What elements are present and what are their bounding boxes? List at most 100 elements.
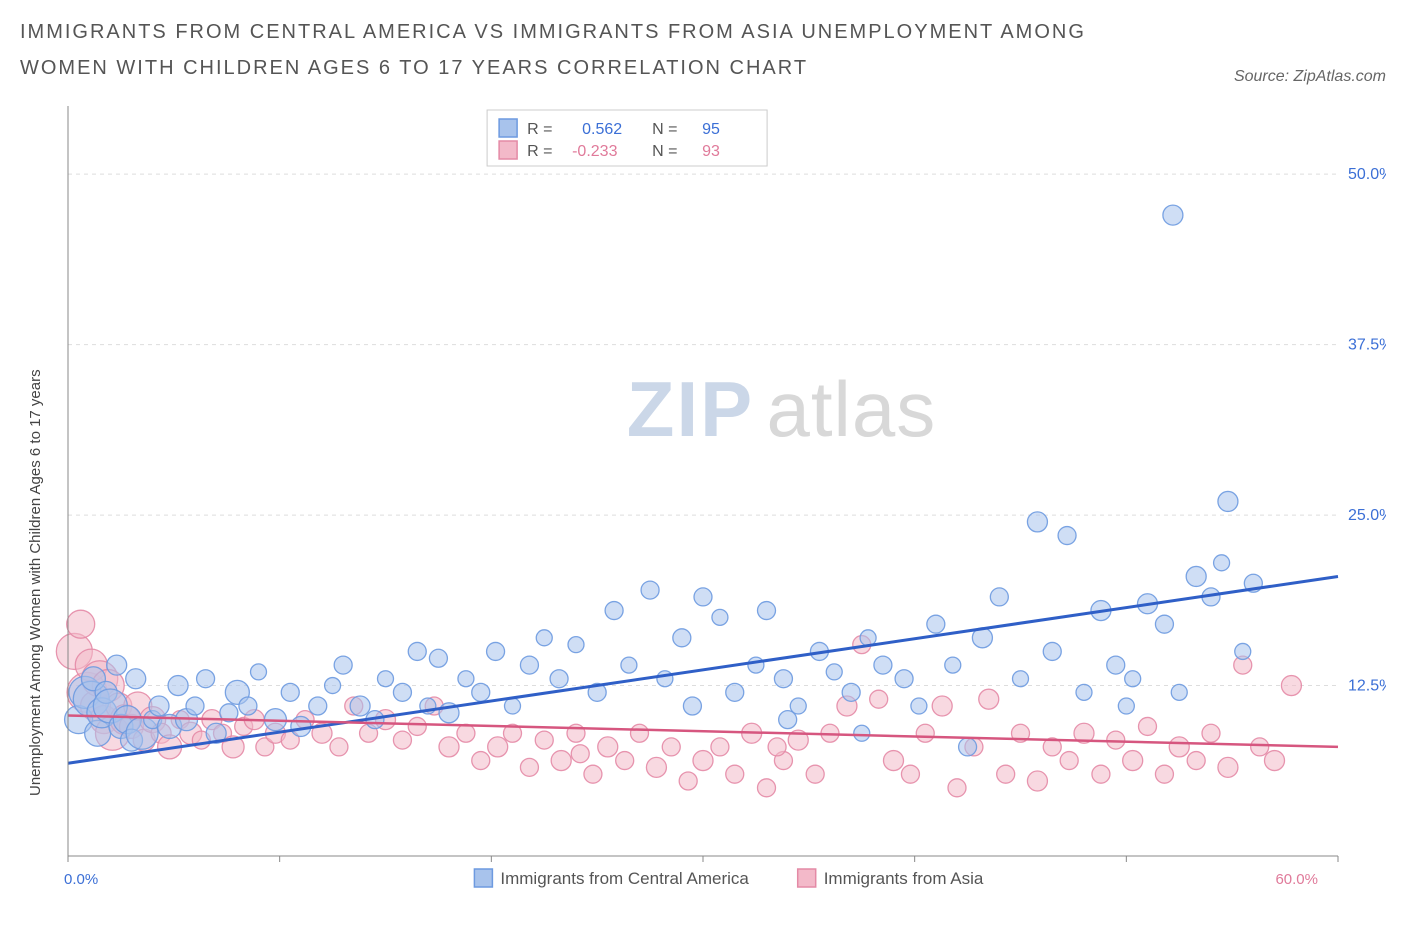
- scatter-point-blue: [673, 629, 691, 647]
- bottom-legend-label: Immigrants from Central America: [500, 869, 749, 888]
- x-min-label: 0.0%: [64, 871, 98, 888]
- scatter-point-pink: [631, 724, 649, 742]
- scatter-point-pink: [1251, 738, 1269, 756]
- scatter-point-pink: [1123, 751, 1143, 771]
- scatter-point-blue: [605, 602, 623, 620]
- scatter-point-blue: [568, 637, 584, 653]
- legend-swatch-blue: [499, 119, 517, 137]
- scatter-point-pink: [711, 738, 729, 756]
- scatter-point-pink: [571, 745, 589, 763]
- scatter-point-blue: [168, 676, 188, 696]
- scatter-point-pink: [520, 758, 538, 776]
- scatter-point-pink: [598, 737, 618, 757]
- scatter-point-blue: [748, 657, 764, 673]
- bottom-legend-swatch: [474, 869, 492, 887]
- scatter-point-pink: [679, 772, 697, 790]
- legend-n-label: N =: [652, 143, 677, 160]
- scatter-point-blue: [550, 670, 568, 688]
- scatter-point-blue: [911, 698, 927, 714]
- scatter-point-pink: [1139, 717, 1157, 735]
- scatter-point-pink: [1060, 752, 1078, 770]
- source-attribution: Source: ZipAtlas.com: [1234, 68, 1386, 86]
- scatter-point-blue: [393, 683, 411, 701]
- scatter-point-pink: [1265, 751, 1285, 771]
- scatter-point-blue: [826, 664, 842, 680]
- scatter-point-pink: [1218, 757, 1238, 777]
- scatter-point-pink: [1281, 676, 1301, 696]
- scatter-point-pink: [646, 757, 666, 777]
- scatter-point-blue: [758, 602, 776, 620]
- y-tick-label: 37.5%: [1348, 337, 1386, 354]
- scatter-point-blue: [458, 671, 474, 687]
- scatter-point-blue: [641, 581, 659, 599]
- scatter-point-pink: [870, 690, 888, 708]
- y-tick-label: 12.5%: [1348, 678, 1386, 695]
- legend-n-value-blue: 95: [702, 121, 720, 138]
- scatter-point-pink: [932, 696, 952, 716]
- scatter-point-blue: [505, 698, 521, 714]
- scatter-point-pink: [535, 731, 553, 749]
- title-block: IMMIGRANTS FROM CENTRAL AMERICA VS IMMIG…: [20, 14, 1120, 86]
- scatter-point-blue: [251, 664, 267, 680]
- chart-container: 12.5%25.0%37.5%50.0%ZIPatlasUnemployment…: [20, 96, 1386, 916]
- scatter-point-blue: [107, 655, 127, 675]
- scatter-point-blue: [959, 738, 977, 756]
- scatter-point-blue: [779, 711, 797, 729]
- scatter-point-blue: [149, 696, 169, 716]
- scatter-point-blue: [1218, 491, 1238, 511]
- scatter-point-pink: [948, 779, 966, 797]
- y-tick-label: 50.0%: [1348, 166, 1386, 183]
- scatter-point-blue: [1043, 642, 1061, 660]
- scatter-point-blue: [895, 670, 913, 688]
- scatter-point-blue: [726, 683, 744, 701]
- scatter-point-blue: [536, 630, 552, 646]
- scatter-point-pink: [1169, 737, 1189, 757]
- scatter-point-pink: [439, 737, 459, 757]
- scatter-point-blue: [487, 642, 505, 660]
- scatter-point-pink: [916, 724, 934, 742]
- scatter-point-blue: [350, 696, 370, 716]
- legend-n-label: N =: [652, 121, 677, 138]
- scatter-point-pink: [408, 717, 426, 735]
- scatter-point-blue: [1118, 698, 1134, 714]
- legend-swatch-pink: [499, 141, 517, 159]
- scatter-point-pink: [1027, 771, 1047, 791]
- scatter-point-pink: [693, 751, 713, 771]
- source-prefix: Source:: [1234, 68, 1294, 85]
- scatter-point-blue: [239, 697, 257, 715]
- scatter-point-pink: [768, 738, 786, 756]
- scatter-point-pink: [584, 765, 602, 783]
- scatter-point-blue: [927, 615, 945, 633]
- legend-n-value-pink: 93: [702, 143, 720, 160]
- scatter-point-blue: [657, 671, 673, 687]
- scatter-point-blue: [197, 670, 215, 688]
- legend-r-value-pink: -0.233: [572, 143, 617, 160]
- correlation-scatter-chart: 12.5%25.0%37.5%50.0%ZIPatlasUnemployment…: [20, 96, 1386, 916]
- legend-r-value-blue: 0.562: [582, 121, 622, 138]
- watermark-zip: ZIP: [627, 365, 754, 453]
- scatter-point-blue: [1171, 684, 1187, 700]
- scatter-point-blue: [429, 649, 447, 667]
- bottom-legend-swatch: [798, 869, 816, 887]
- scatter-point-blue: [325, 678, 341, 694]
- y-tick-label: 25.0%: [1348, 507, 1386, 524]
- y-axis-label: Unemployment Among Women with Children A…: [27, 369, 44, 796]
- scatter-point-pink: [901, 765, 919, 783]
- scatter-point-blue: [854, 725, 870, 741]
- scatter-point-blue: [1076, 684, 1092, 700]
- legend-r-label: R =: [527, 143, 552, 160]
- scatter-point-blue: [1125, 671, 1141, 687]
- scatter-point-pink: [330, 738, 348, 756]
- scatter-point-blue: [694, 588, 712, 606]
- scatter-point-blue: [990, 588, 1008, 606]
- scatter-point-blue: [1013, 671, 1029, 687]
- scatter-point-blue: [1107, 656, 1125, 674]
- scatter-point-blue: [472, 683, 490, 701]
- scatter-point-blue: [334, 656, 352, 674]
- scatter-point-pink: [616, 752, 634, 770]
- scatter-point-pink: [393, 731, 411, 749]
- scatter-point-blue: [281, 683, 299, 701]
- scatter-point-pink: [1155, 765, 1173, 783]
- scatter-point-pink: [997, 765, 1015, 783]
- scatter-point-pink: [884, 751, 904, 771]
